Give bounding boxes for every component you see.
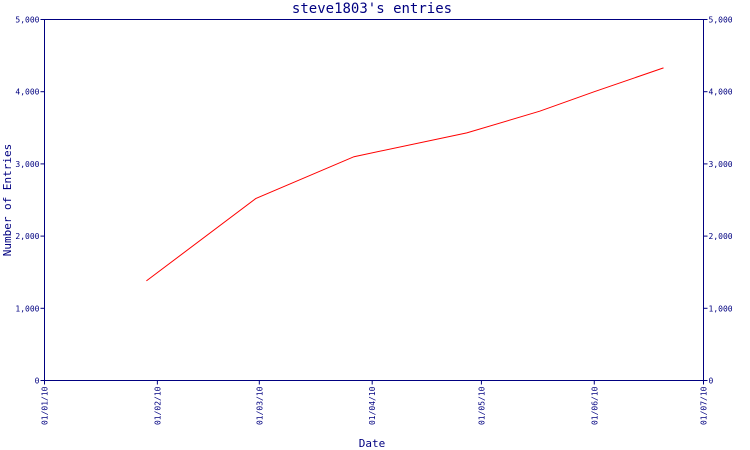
x-tick-label: 01/04/10 (368, 386, 377, 425)
y-axis-left: 0 1,000 2,000 3,000 4,000 5,000 (15, 16, 45, 386)
y-tick-label-right: 2,000 (709, 232, 733, 241)
y-tick-label-left: 1,000 (15, 304, 39, 313)
x-axis-title: Date (359, 437, 386, 450)
y-tick-label-left: 4,000 (15, 88, 39, 97)
y-tick-label-right: 1,000 (709, 304, 733, 313)
y-tick-label-right: 3,000 (709, 160, 733, 169)
x-tick-label: 01/07/10 (700, 386, 709, 425)
plot-frame (44, 19, 704, 381)
y-tick-label-right: 4,000 (709, 88, 733, 97)
y-tick-label-left: 3,000 (15, 160, 39, 169)
x-tick-label: 01/03/10 (255, 386, 264, 425)
x-tick-label: 01/01/10 (41, 386, 50, 425)
y-tick-label-left: 2,000 (15, 232, 39, 241)
y-axis-right: 0 1,000 2,000 3,000 4,000 5,000 (703, 16, 733, 386)
x-tick-label: 01/02/10 (153, 386, 162, 425)
series-layer (146, 67, 664, 282)
y-tick-label-right: 0 (709, 377, 714, 386)
y-tick-label-right: 5,000 (709, 16, 733, 25)
x-tick-label: 01/05/10 (477, 386, 486, 425)
chart-title: steve1803's entries (292, 1, 452, 17)
x-axis: 01/01/10 01/02/10 01/03/10 01/04/10 01/05/10… (41, 380, 709, 425)
y-tick-label-left: 0 (35, 377, 40, 386)
series-line (146, 67, 664, 282)
x-tick-label: 01/06/10 (590, 386, 599, 425)
y-axis-title: Number of Entries (1, 144, 14, 257)
y-tick-label-left: 5,000 (15, 16, 39, 25)
